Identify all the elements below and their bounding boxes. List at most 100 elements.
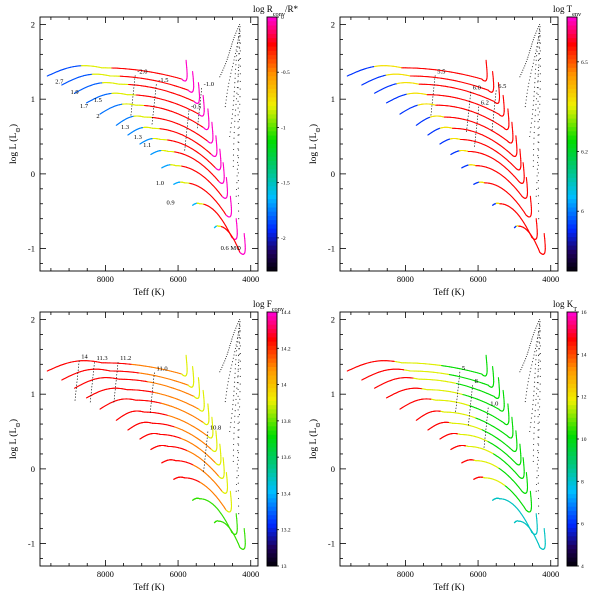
giant-branch-dot	[230, 47, 232, 49]
colorbar-swatch	[267, 312, 277, 317]
colorbar-swatch	[567, 152, 577, 158]
colorbar-swatch	[267, 460, 277, 465]
giant-branch-dot	[236, 350, 238, 352]
giant-branch-dot	[239, 32, 241, 34]
giant-branch-dot	[236, 477, 238, 479]
y-tick-label: 2	[31, 314, 35, 324]
giant-branch-dot	[531, 69, 533, 71]
giant-branch-dot	[238, 141, 240, 143]
contour-label: 6.0	[473, 85, 481, 92]
giant-branch-dot	[538, 53, 540, 55]
giant-branch-dot	[233, 421, 236, 423]
giant-branch-dot	[229, 371, 231, 373]
giant-branch-dot	[239, 26, 241, 28]
colorbar-swatch	[567, 46, 577, 52]
giant-branch-dot	[238, 210, 240, 212]
giant-branch-dot	[219, 371, 221, 373]
giant-branch-dot	[538, 39, 540, 41]
giant-branch-dot	[528, 82, 530, 84]
colorbar-swatch	[267, 215, 277, 221]
colorbar-swatch	[267, 392, 277, 398]
colorbar-swatch	[267, 152, 277, 158]
giant-branch-dot	[539, 29, 541, 31]
colorbar-swatch	[567, 211, 577, 217]
contour-label: 5.5	[437, 68, 445, 75]
giant-branch-dot	[537, 134, 539, 136]
colorbar-swatch	[267, 553, 277, 558]
giant-branch-dot	[539, 32, 541, 34]
giant-branch-dot	[237, 75, 239, 77]
colorbar-swatch	[567, 76, 577, 81]
giant-branch-dot	[232, 41, 234, 43]
giant-branch-dot	[235, 98, 238, 100]
giant-branch-dot	[239, 337, 241, 339]
colorbar-swatch	[267, 430, 277, 436]
giant-branch-dot	[237, 370, 239, 372]
giant-branch-dot	[238, 36, 240, 38]
giant-branch-dot	[231, 69, 233, 71]
colorbar-swatch	[567, 63, 577, 69]
colorbar-swatch	[267, 489, 277, 495]
giant-branch-dot	[237, 114, 239, 116]
giant-branch-dot	[238, 365, 240, 367]
giant-branch-dot	[228, 377, 230, 379]
giant-branch-dot	[220, 369, 222, 371]
giant-branch-dot	[539, 73, 541, 75]
giant-branch-dot	[532, 41, 534, 43]
giant-branch-dot	[532, 165, 534, 167]
giant-branch-dot	[532, 154, 535, 156]
colorbar-swatch	[567, 203, 577, 208]
colorbar-swatch	[267, 337, 277, 343]
giant-branch-dot	[538, 218, 540, 220]
giant-branch-dot	[226, 387, 228, 389]
giant-branch-dot	[222, 364, 224, 366]
colorbar-swatch	[267, 190, 277, 196]
colorbar-swatch	[267, 358, 277, 364]
contour-label: 6.2	[481, 100, 489, 107]
giant-branch-dot	[232, 334, 234, 336]
giant-branch-dot	[233, 95, 235, 97]
giant-branch-dot	[537, 161, 539, 163]
mass-label: 2	[96, 113, 99, 120]
colorbar-tick-label: 13	[281, 564, 287, 570]
giant-branch-dot	[536, 42, 539, 44]
giant-branch-dot	[232, 449, 235, 451]
colorbar-swatch	[267, 80, 277, 86]
colorbar-swatch	[567, 228, 577, 234]
giant-branch-dot	[539, 111, 541, 113]
colorbar-swatch	[567, 67, 577, 73]
giant-branch-dot	[535, 109, 537, 111]
colorbar-swatch	[267, 405, 277, 410]
y-tick-label: -1	[28, 539, 35, 549]
giant-branch-dot	[231, 408, 234, 410]
colorbar-swatch	[267, 468, 277, 474]
giant-branch-dot	[538, 64, 540, 66]
colorbar-tick-label: 14.2	[281, 346, 291, 352]
colorbar-swatch	[267, 59, 277, 64]
giant-branch-dot	[537, 60, 540, 62]
giant-branch-dot	[223, 362, 225, 364]
giant-branch-dot	[535, 98, 538, 100]
colorbar-swatch	[567, 139, 577, 145]
giant-branch-dot	[236, 325, 238, 327]
y-tick-label: 1	[31, 94, 35, 104]
colorbar-swatch	[267, 25, 277, 31]
giant-branch-dot	[237, 202, 240, 205]
giant-branch-dot	[524, 106, 526, 108]
colorbar-swatch	[567, 97, 577, 103]
giant-branch-dot	[531, 43, 533, 45]
giant-branch-dot	[230, 367, 232, 369]
giant-branch-dot	[539, 28, 541, 30]
colorbar-swatch	[267, 536, 277, 541]
giant-branch-dot	[237, 155, 239, 157]
giant-branch-dot	[228, 374, 231, 376]
contour-line	[474, 106, 480, 148]
giant-branch-dot	[238, 119, 240, 121]
giant-branch-dot	[235, 490, 237, 492]
contour-line	[113, 362, 119, 404]
giant-branch-dot	[239, 383, 241, 385]
giant-branch-dot	[239, 29, 241, 31]
giant-branch-dot	[239, 345, 241, 347]
giant-branch-dot	[232, 165, 234, 167]
